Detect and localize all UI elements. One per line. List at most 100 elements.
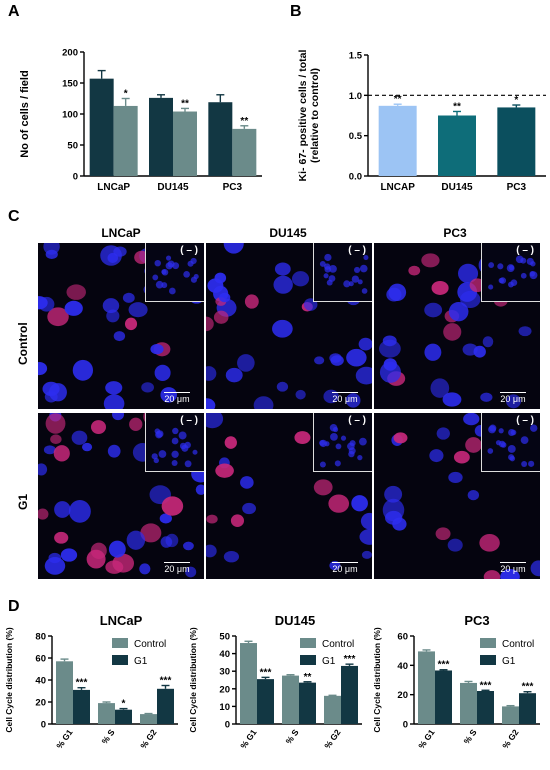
negative-control-inset: ( – ) bbox=[481, 243, 540, 302]
x-tick-label: % S bbox=[462, 727, 479, 746]
nucleus bbox=[351, 495, 368, 512]
bar bbox=[299, 682, 316, 724]
micrograph-g1-du145: ( – ) 20 μm bbox=[206, 413, 372, 579]
nucleus bbox=[206, 544, 217, 558]
inset-nucleus bbox=[497, 263, 504, 270]
y-tick-label: 0 bbox=[403, 720, 408, 731]
panel-letter-a: A bbox=[8, 3, 20, 20]
inset-nucleus bbox=[529, 271, 538, 280]
nucleus bbox=[102, 298, 120, 314]
ki67-positive-nucleus bbox=[53, 445, 70, 462]
nucleus bbox=[329, 560, 341, 571]
inset-image bbox=[488, 255, 538, 290]
nucleus bbox=[223, 550, 240, 563]
x-tick-label: % S bbox=[284, 727, 301, 746]
ki67-positive-nucleus bbox=[244, 294, 259, 309]
bar bbox=[435, 670, 452, 724]
nucleus bbox=[71, 430, 88, 445]
y-tick-label: 30 bbox=[219, 667, 230, 678]
y-tick-label: 50 bbox=[219, 632, 230, 643]
nucleus bbox=[38, 463, 48, 476]
inset-nucleus bbox=[172, 262, 180, 270]
nucleus bbox=[292, 271, 310, 287]
inset-image bbox=[151, 427, 198, 468]
nucleus bbox=[463, 413, 480, 426]
micrograph-column-header-du145: DU145 bbox=[269, 226, 307, 240]
nucleus bbox=[274, 262, 291, 276]
micrograph-row-header-g1: G1 bbox=[16, 493, 30, 510]
nucleus bbox=[429, 449, 444, 463]
inset-nucleus bbox=[487, 448, 494, 454]
legend-swatch bbox=[300, 638, 316, 648]
nucleus bbox=[295, 389, 306, 400]
ki67-positive-nucleus bbox=[479, 534, 500, 552]
scale-bar-label: 20 μm bbox=[500, 394, 526, 404]
nucleus bbox=[355, 366, 372, 385]
nucleus bbox=[206, 398, 216, 409]
nucleus bbox=[72, 359, 94, 381]
bar bbox=[157, 688, 174, 724]
inset-nucleus bbox=[165, 262, 173, 270]
nucleus bbox=[82, 442, 93, 452]
panel-letter-c: C bbox=[8, 208, 20, 225]
ki67-positive-nucleus bbox=[50, 434, 62, 445]
inset-label: ( – ) bbox=[180, 415, 198, 426]
ki67-positive-nucleus bbox=[453, 450, 470, 464]
nucleus bbox=[361, 550, 372, 559]
inset-nucleus bbox=[520, 436, 529, 445]
y-tick-label: 0 bbox=[225, 720, 230, 731]
nucleus bbox=[346, 348, 367, 367]
inset-nucleus bbox=[323, 273, 329, 279]
nucleus bbox=[207, 278, 224, 293]
nucleus bbox=[506, 394, 521, 409]
inset-nucleus bbox=[171, 450, 179, 458]
nucleus bbox=[141, 382, 154, 393]
inset-nucleus bbox=[357, 455, 363, 461]
nucleus bbox=[206, 366, 217, 381]
bar bbox=[115, 709, 132, 724]
nucleus bbox=[195, 484, 204, 495]
x-tick-label: PC3 bbox=[223, 182, 243, 193]
ki67-positive-nucleus bbox=[435, 527, 451, 541]
legend-swatch bbox=[112, 638, 128, 648]
y-tick-label: 1.0 bbox=[349, 91, 362, 102]
legend-label: Control bbox=[322, 639, 354, 650]
bar bbox=[438, 115, 476, 176]
y-axis-label-secondary: (relative to control) bbox=[309, 68, 321, 163]
significance-label: ** bbox=[453, 101, 461, 112]
bar bbox=[98, 703, 115, 724]
inset-nucleus bbox=[500, 442, 507, 448]
bar bbox=[460, 682, 477, 724]
inset-nucleus bbox=[190, 257, 197, 265]
nucleus bbox=[154, 364, 171, 382]
scale-bar-label: 20 μm bbox=[500, 564, 526, 574]
significance-label: ** bbox=[181, 98, 189, 109]
bar bbox=[56, 661, 73, 724]
nucleus bbox=[159, 513, 172, 524]
scale-bar: 20 μm bbox=[164, 562, 190, 574]
significance-label: ** bbox=[240, 116, 248, 127]
micrograph-column-header-lncap: LNCaP bbox=[101, 226, 141, 240]
inset-nucleus bbox=[330, 432, 338, 441]
bar bbox=[232, 128, 257, 176]
scale-bar-line bbox=[332, 562, 358, 563]
bar bbox=[257, 679, 274, 724]
inset-nucleus bbox=[171, 437, 179, 445]
ki67-positive-nucleus bbox=[105, 560, 124, 574]
significance-label: *** bbox=[522, 682, 534, 693]
inset-nucleus bbox=[329, 264, 337, 273]
inset-nucleus bbox=[319, 461, 326, 468]
nucleus bbox=[530, 560, 540, 577]
inset-nucleus bbox=[351, 275, 360, 283]
y-axis-label: No of cells / field bbox=[19, 70, 31, 157]
bar bbox=[519, 693, 536, 724]
inset-nucleus bbox=[498, 277, 505, 284]
chart-title: PC3 bbox=[464, 613, 489, 628]
ki67-positive-nucleus bbox=[90, 542, 107, 559]
significance-label: *** bbox=[76, 678, 88, 689]
inset-nucleus bbox=[508, 281, 514, 288]
nucleus bbox=[457, 263, 479, 284]
nucleus bbox=[128, 302, 148, 318]
significance-label: ** bbox=[394, 94, 402, 105]
inset-nucleus bbox=[488, 284, 494, 290]
